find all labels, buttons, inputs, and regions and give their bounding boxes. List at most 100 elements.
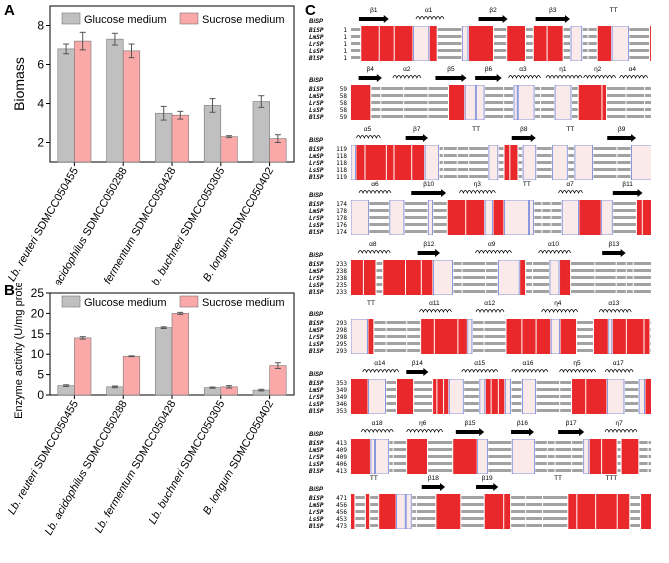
structure-element-label: α13 (608, 300, 619, 307)
structure-reference-label: BiSP (309, 253, 324, 259)
sequence-name: BlSP (309, 229, 324, 236)
residue-text (376, 262, 383, 265)
residue-text (412, 524, 416, 527)
bar (122, 50, 141, 163)
similar-residues-fill (514, 85, 517, 120)
residue-text (393, 462, 407, 465)
residue-text (630, 510, 641, 513)
residue-text (393, 455, 407, 458)
residue-text (624, 402, 639, 405)
helix-coil (538, 250, 571, 254)
alignment-block: BiSP α18 η6 β15 β16 β17 η7 BiSP 413 LmSP 409 LrSP 40… (307, 417, 669, 477)
sequence-name: LrSP (309, 100, 324, 107)
structure-element-label: η1 (559, 66, 567, 73)
identical-residues (547, 26, 563, 61)
residue-text (414, 388, 433, 391)
similar-residues (375, 439, 389, 474)
x-tick-label-strain: SDMCC050288 (81, 166, 130, 239)
residue-text (536, 402, 560, 405)
residue-text (485, 101, 504, 104)
conservation-shading (351, 439, 651, 474)
residue-text (472, 335, 484, 338)
sequence-name: LsSP (309, 167, 324, 174)
similar-residues-fill (406, 494, 411, 529)
residue-text (526, 510, 543, 513)
residue-text (629, 35, 650, 38)
residue-text (571, 290, 595, 293)
residue-text (407, 342, 421, 345)
residue-text (518, 161, 523, 164)
residue-text (624, 381, 639, 384)
y-tick-label: 4 (37, 97, 44, 111)
panel-b-label: B (4, 282, 15, 299)
structure-element-label: α18 (372, 420, 383, 427)
similar-residues (396, 494, 406, 529)
y-axis-label: Biomass (11, 57, 27, 111)
similar-residues (477, 439, 488, 474)
identical-residues (498, 379, 505, 414)
similar-residues (549, 260, 560, 295)
residue-text (472, 349, 484, 352)
residue-text (404, 101, 428, 104)
legend-label: Glucose medium (84, 14, 167, 26)
y-tick-label: 25 (31, 286, 45, 300)
panel-a-label: A (4, 2, 15, 19)
residue-text (536, 388, 560, 391)
residue-text (582, 35, 588, 38)
residue-text (374, 349, 386, 352)
similar-residues (550, 319, 560, 354)
helix-coil (541, 309, 578, 313)
residue-text (469, 147, 488, 150)
residue-text (427, 448, 453, 451)
similar-residues-fill (425, 145, 439, 180)
sequence-position: 119 (336, 146, 347, 153)
similar-residues-fill (428, 200, 432, 235)
x-tick-label: Lb. acidophilus SDMCC050288 (43, 399, 130, 538)
sequence-position: 118 (336, 153, 347, 160)
residue-text (355, 510, 365, 513)
residue-text (472, 321, 484, 324)
residue-text (555, 462, 572, 465)
residue-text (616, 276, 626, 279)
secondary-structure-track: BiSP α6 β10 η3 TT α7 β11 (309, 181, 643, 199)
x-tick-label-strain: SDMCC050428 (130, 399, 179, 472)
similar-residues-fill (351, 319, 367, 354)
residue-text (582, 49, 588, 52)
residue-text (630, 496, 641, 499)
residue-text (371, 108, 381, 111)
bar (252, 101, 270, 163)
sequence-name: LrSP (309, 160, 324, 167)
sequence-position: 456 (336, 509, 347, 516)
identical-residues (484, 494, 504, 529)
residue-text (650, 321, 651, 324)
helix-coil (392, 75, 422, 79)
residue-text (551, 223, 562, 226)
identical-residues (568, 494, 577, 529)
residue-text (355, 517, 365, 520)
residue-text (457, 161, 469, 164)
residue-text (571, 108, 578, 111)
residue-text (461, 517, 484, 520)
sequence-position: 176 (336, 222, 347, 229)
sequence-name: BiSP (309, 320, 324, 327)
sequence-position: 1 (343, 48, 347, 55)
residue-text (563, 42, 570, 45)
residue-text (633, 290, 651, 293)
x-tick-label-strain: SDMCC050402 (227, 399, 276, 472)
residue-text (412, 503, 416, 506)
sequence-position: 174 (336, 229, 347, 236)
conservation-shading (351, 319, 651, 354)
residue-text (595, 283, 616, 286)
y-tick-label: 15 (31, 327, 45, 341)
x-tick-label-strain: SDMCC050455 (32, 166, 81, 239)
identical-residues (597, 26, 612, 61)
similar-residues-fill (376, 439, 388, 474)
identical-residues (434, 319, 458, 354)
residue-text (648, 448, 651, 451)
residue-text (536, 147, 552, 150)
residue-text (629, 42, 650, 45)
residue-text (633, 269, 651, 272)
residue-text (571, 262, 595, 265)
similar-residues-fill (485, 200, 493, 235)
